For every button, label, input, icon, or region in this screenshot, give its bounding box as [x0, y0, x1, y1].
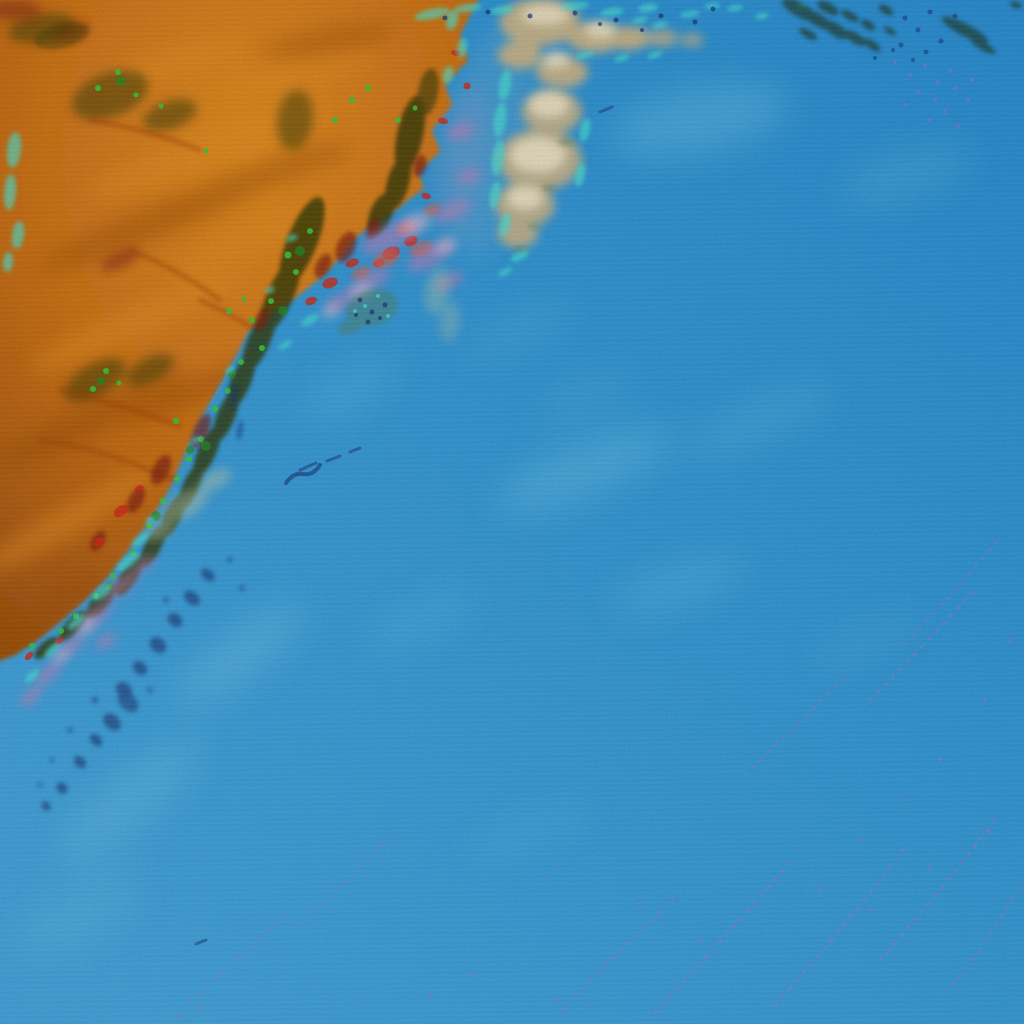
satellite-image: [0, 0, 1024, 1024]
grain-light-overlay: [0, 0, 1024, 1024]
